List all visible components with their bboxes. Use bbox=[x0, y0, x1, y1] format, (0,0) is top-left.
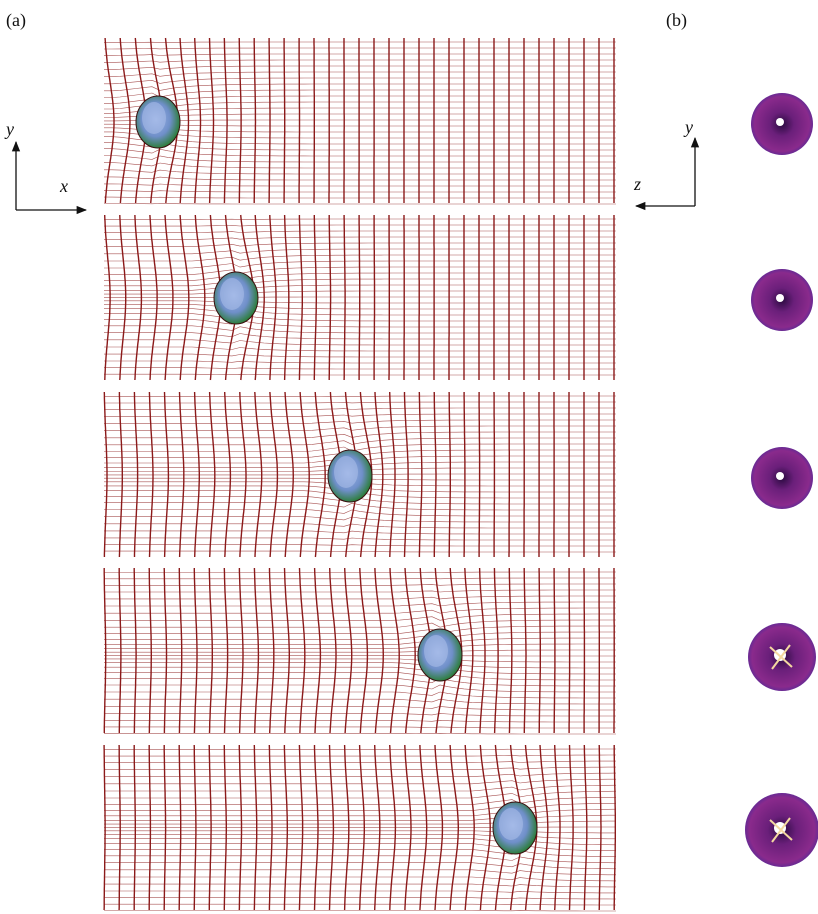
flow-line bbox=[119, 392, 122, 557]
bubble-highlight bbox=[334, 456, 358, 488]
flow-line bbox=[405, 568, 415, 733]
flow-panel bbox=[104, 392, 813, 557]
flow-line bbox=[344, 215, 345, 380]
flow-rung bbox=[104, 884, 616, 887]
flow-line bbox=[584, 745, 587, 910]
flow-panel bbox=[104, 568, 816, 734]
flow-rung bbox=[104, 733, 616, 734]
flow-rung bbox=[104, 650, 616, 652]
flow-panel bbox=[104, 215, 813, 380]
bubble-highlight bbox=[499, 808, 523, 840]
flow-line bbox=[479, 392, 480, 557]
flow-line bbox=[224, 568, 227, 733]
flow-line bbox=[240, 392, 246, 557]
axes-left: y x bbox=[4, 119, 86, 210]
flow-line bbox=[149, 392, 153, 557]
flow-line bbox=[179, 568, 181, 733]
flow-rung bbox=[104, 204, 616, 205]
flow-line bbox=[539, 568, 540, 733]
flow-line bbox=[569, 568, 570, 733]
flow-line bbox=[464, 392, 465, 557]
flow-panel bbox=[104, 745, 818, 911]
flow-line bbox=[225, 392, 231, 557]
flow-line bbox=[239, 568, 243, 733]
flow-line bbox=[269, 38, 270, 203]
flow-line bbox=[345, 568, 352, 733]
flow-line bbox=[375, 568, 383, 733]
flow-line bbox=[209, 568, 212, 733]
flow-line bbox=[224, 38, 227, 203]
bubble-highlight bbox=[142, 102, 166, 134]
flow-line bbox=[330, 568, 336, 733]
flow-rung bbox=[104, 638, 616, 644]
flow-line bbox=[314, 215, 316, 380]
flow-line bbox=[284, 38, 285, 203]
flow-rung bbox=[104, 667, 616, 674]
flow-line bbox=[329, 215, 330, 380]
flow-line bbox=[419, 392, 422, 557]
flow-rung bbox=[104, 911, 616, 912]
axes-right: y z bbox=[633, 117, 695, 206]
axis-label: y bbox=[4, 119, 14, 139]
flow-line bbox=[555, 745, 560, 910]
flow-line bbox=[285, 215, 289, 380]
flow-line bbox=[104, 392, 107, 557]
end-view-core bbox=[776, 294, 784, 302]
flow-line bbox=[164, 568, 166, 733]
flow-line bbox=[194, 568, 197, 733]
flow-line bbox=[570, 745, 574, 910]
end-view-core bbox=[776, 472, 784, 480]
axis-label: y bbox=[683, 117, 693, 137]
flow-line bbox=[255, 392, 262, 557]
flow-rung bbox=[104, 877, 616, 881]
flow-line bbox=[449, 392, 450, 557]
flow-line bbox=[434, 392, 436, 557]
flow-line bbox=[180, 392, 184, 557]
axis-label: z bbox=[633, 174, 641, 194]
end-view-core bbox=[776, 118, 784, 126]
flow-line bbox=[299, 215, 302, 380]
flow-line bbox=[300, 568, 305, 733]
flow-line bbox=[285, 568, 290, 733]
flow-line bbox=[254, 38, 255, 203]
flow-line bbox=[119, 568, 121, 733]
flow-rung bbox=[104, 870, 616, 875]
flow-line bbox=[285, 392, 293, 557]
flow-rung bbox=[104, 773, 616, 777]
flow-line bbox=[315, 568, 321, 733]
flow-line bbox=[405, 392, 409, 557]
flow-line bbox=[134, 392, 137, 557]
panels bbox=[104, 38, 818, 911]
flow-line bbox=[614, 745, 615, 910]
flow-line bbox=[360, 568, 368, 733]
flow-line bbox=[270, 392, 278, 557]
flow-line bbox=[210, 392, 215, 557]
flow-line bbox=[300, 392, 309, 557]
flow-line bbox=[149, 568, 151, 733]
flow-line bbox=[105, 38, 114, 203]
panel-label: (a) bbox=[6, 10, 26, 31]
flow-line bbox=[524, 568, 526, 733]
flow-line bbox=[210, 38, 214, 203]
flow-line bbox=[554, 568, 555, 733]
bubble-highlight bbox=[424, 635, 448, 667]
flow-rung bbox=[104, 659, 616, 662]
bubble-highlight bbox=[220, 278, 244, 310]
flow-line bbox=[134, 568, 136, 733]
flow-line bbox=[359, 215, 360, 380]
flow-line bbox=[390, 568, 399, 733]
flow-line bbox=[254, 568, 258, 733]
flow-line bbox=[165, 392, 169, 557]
flow-rung bbox=[104, 779, 616, 784]
flow-line bbox=[195, 392, 200, 557]
flow-line bbox=[270, 568, 274, 733]
flow-line bbox=[270, 215, 276, 380]
axis-label: x bbox=[59, 176, 68, 196]
flow-line bbox=[239, 38, 241, 203]
flow-line bbox=[599, 745, 601, 910]
panel-label: (b) bbox=[666, 10, 687, 31]
figure: (a) (b) y x y z bbox=[0, 0, 818, 914]
flow-line bbox=[104, 568, 106, 733]
flow-panel bbox=[104, 38, 813, 204]
